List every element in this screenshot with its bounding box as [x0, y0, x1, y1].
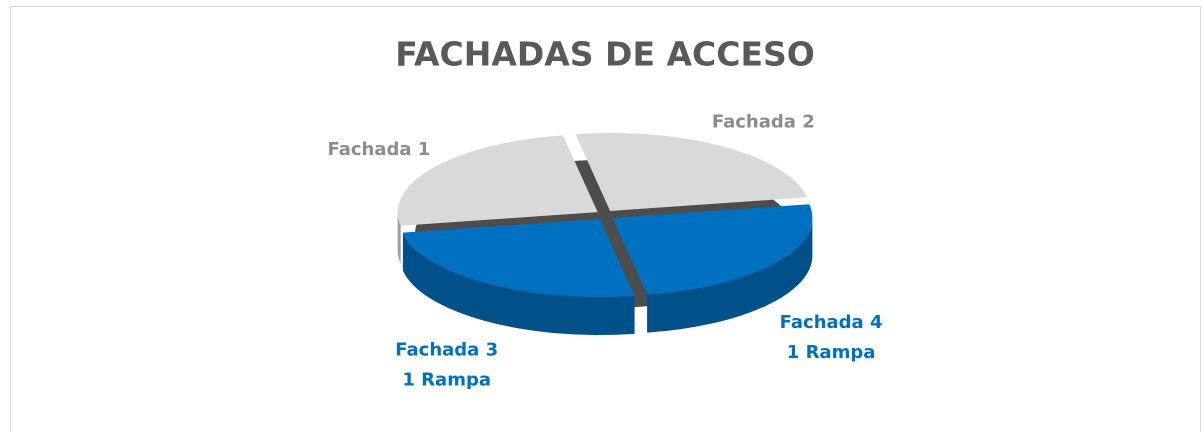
data-label: Fachada 2 [712, 111, 815, 132]
slice [575, 132, 808, 211]
data-label: Fachada 4 [780, 312, 883, 333]
chart-title: FACHADAS DE ACCESO [395, 35, 815, 74]
slice-side [647, 217, 813, 333]
data-label: 1 Rampa [402, 370, 491, 391]
slice-side [402, 232, 635, 336]
data-label: Fachada 1 [327, 139, 430, 160]
slice [612, 204, 813, 295]
slice-side [397, 212, 401, 264]
data-label: Fachada 3 [395, 340, 498, 361]
slice [397, 135, 598, 226]
slice [402, 219, 635, 298]
data-label: 1 Rampa [787, 342, 876, 363]
